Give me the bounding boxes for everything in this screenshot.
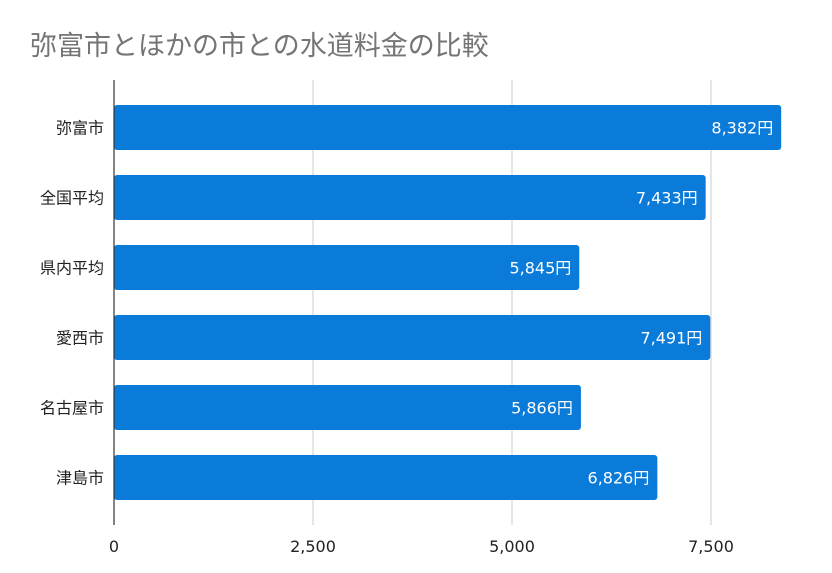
x-tick-label: 5,000 (489, 537, 535, 556)
category-label: 全国平均 (40, 189, 104, 208)
bar (114, 315, 711, 360)
category-label: 弥富市 (56, 119, 104, 138)
data-label: 7,491円 (640, 329, 702, 348)
x-tick-label: 0 (109, 537, 119, 556)
category-label: 愛西市 (56, 329, 104, 348)
x-tick-label: 7,500 (688, 537, 734, 556)
bar (114, 385, 581, 430)
bar (114, 245, 580, 290)
data-label: 8,382円 (711, 119, 773, 138)
data-label: 7,433円 (636, 189, 698, 208)
data-label: 5,866円 (511, 399, 573, 418)
category-label: 津島市 (56, 469, 104, 488)
bar (114, 455, 658, 500)
data-label: 5,845円 (509, 259, 571, 278)
category-label: 県内平均 (40, 259, 104, 278)
category-label: 名古屋市 (40, 399, 104, 418)
data-label: 6,826円 (588, 469, 650, 488)
chart-title: 弥富市とほかの市との水道料金の比較 (30, 31, 489, 62)
x-tick-label: 2,500 (290, 537, 336, 556)
bar (114, 105, 782, 150)
bar (114, 175, 706, 220)
